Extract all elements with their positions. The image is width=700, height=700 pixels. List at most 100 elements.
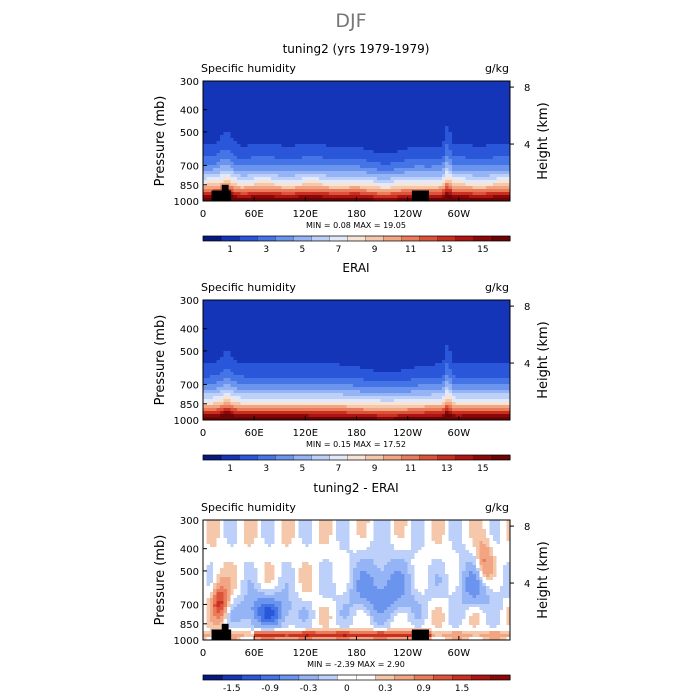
heatmap-cell	[414, 186, 419, 190]
heatmap-cell	[288, 309, 293, 313]
heatmap-cell	[240, 198, 245, 202]
heatmap-cell	[257, 414, 262, 418]
heatmap-cell	[445, 189, 450, 193]
heatmap-cell	[274, 99, 279, 103]
heatmap-cell	[257, 399, 262, 403]
heatmap-cell	[465, 117, 470, 121]
y2-axis-label: Height (km)	[536, 102, 551, 179]
heatmap-cell	[308, 150, 313, 154]
heatmap-cell	[424, 162, 429, 166]
heatmap-cell	[339, 90, 344, 94]
heatmap-cell	[264, 159, 269, 163]
heatmap-cell	[469, 99, 474, 103]
heatmap-cell	[336, 123, 341, 127]
colorbar-label: 3	[263, 245, 269, 255]
heatmap-cell	[489, 186, 494, 190]
heatmap-cell	[452, 138, 457, 142]
heatmap-cell	[455, 93, 460, 97]
heatmap-cell	[305, 195, 310, 199]
heatmap-cell	[434, 93, 439, 97]
heatmap-cell	[301, 336, 306, 340]
heatmap-cell	[499, 189, 504, 193]
heatmap-cell	[260, 384, 265, 388]
heatmap-cell	[325, 102, 330, 106]
heatmap-cell	[230, 351, 235, 355]
heatmap-cell	[240, 336, 245, 340]
heatmap-cell	[458, 114, 463, 118]
heatmap-cell	[230, 147, 235, 151]
heatmap-cell	[489, 162, 494, 166]
heatmap-cell	[271, 123, 276, 127]
heatmap-cell	[308, 330, 313, 334]
heatmap-cell	[489, 147, 494, 151]
heatmap-cell	[496, 198, 501, 202]
heatmap-cell	[301, 351, 306, 355]
heatmap-cell	[489, 123, 494, 127]
heatmap-cell	[213, 150, 218, 154]
heatmap-cell	[373, 108, 378, 112]
heatmap-cell	[390, 168, 395, 172]
heatmap-cell	[356, 165, 361, 169]
heatmap-cell	[237, 171, 242, 175]
heatmap-cell	[274, 102, 279, 106]
heatmap-cell	[363, 102, 368, 106]
heatmap-cell	[220, 342, 225, 346]
heatmap-cell	[271, 399, 276, 403]
heatmap-cell	[472, 90, 477, 94]
heatmap-cell	[407, 165, 412, 169]
heatmap-cell	[424, 105, 429, 109]
heatmap-cell	[247, 195, 252, 199]
heatmap-cell	[295, 378, 300, 382]
panel-stats: MIN = 0.08 MAX = 19.05	[306, 221, 406, 230]
heatmap-cell	[411, 132, 416, 136]
heatmap-cell	[421, 162, 426, 166]
heatmap-cell	[462, 165, 467, 169]
heatmap-cell	[288, 153, 293, 157]
heatmap-cell	[472, 171, 477, 175]
heatmap-cell	[499, 84, 504, 88]
heatmap-cell	[281, 324, 286, 328]
heatmap-cell	[295, 87, 300, 91]
heatmap-cell	[267, 123, 272, 127]
heatmap-cell	[373, 198, 378, 202]
heatmap-cell	[325, 186, 330, 190]
heatmap-cell	[206, 408, 211, 412]
heatmap-cell	[230, 321, 235, 325]
heatmap-cell	[213, 93, 218, 97]
heatmap-cell	[438, 114, 443, 118]
heatmap-cell	[441, 195, 446, 199]
heatmap-cell	[223, 414, 228, 418]
heatmap-cell	[240, 147, 245, 151]
heatmap-cell	[284, 333, 289, 337]
heatmap-cell	[230, 117, 235, 121]
heatmap-cell	[240, 369, 245, 373]
heatmap-cell	[336, 90, 341, 94]
heatmap-cell	[203, 339, 208, 343]
heatmap-cell	[260, 387, 265, 391]
heatmap-cell	[295, 345, 300, 349]
heatmap-cell	[329, 84, 334, 88]
heatmap-cell	[288, 126, 293, 130]
heatmap-cell	[243, 327, 248, 331]
heatmap-cell	[465, 159, 470, 163]
heatmap-cell	[315, 123, 320, 127]
heatmap-cell	[465, 150, 470, 154]
heatmap-cell	[373, 159, 378, 163]
heatmap-cell	[298, 87, 303, 91]
heatmap-cell	[475, 123, 480, 127]
heatmap-cell	[305, 399, 310, 403]
heatmap-cell	[336, 156, 341, 160]
heatmap-cell	[458, 147, 463, 151]
heatmap-cell	[339, 96, 344, 100]
heatmap-cell	[325, 108, 330, 112]
heatmap-cell	[318, 180, 323, 184]
heatmap-cell	[250, 147, 255, 151]
heatmap-cell	[380, 159, 385, 163]
heatmap-cell	[291, 330, 296, 334]
heatmap-cell	[254, 339, 259, 343]
heatmap-cell	[203, 168, 208, 172]
heatmap-cell	[240, 381, 245, 385]
heatmap-cell	[264, 126, 269, 130]
heatmap-cell	[301, 159, 306, 163]
heatmap-cell	[479, 135, 484, 139]
